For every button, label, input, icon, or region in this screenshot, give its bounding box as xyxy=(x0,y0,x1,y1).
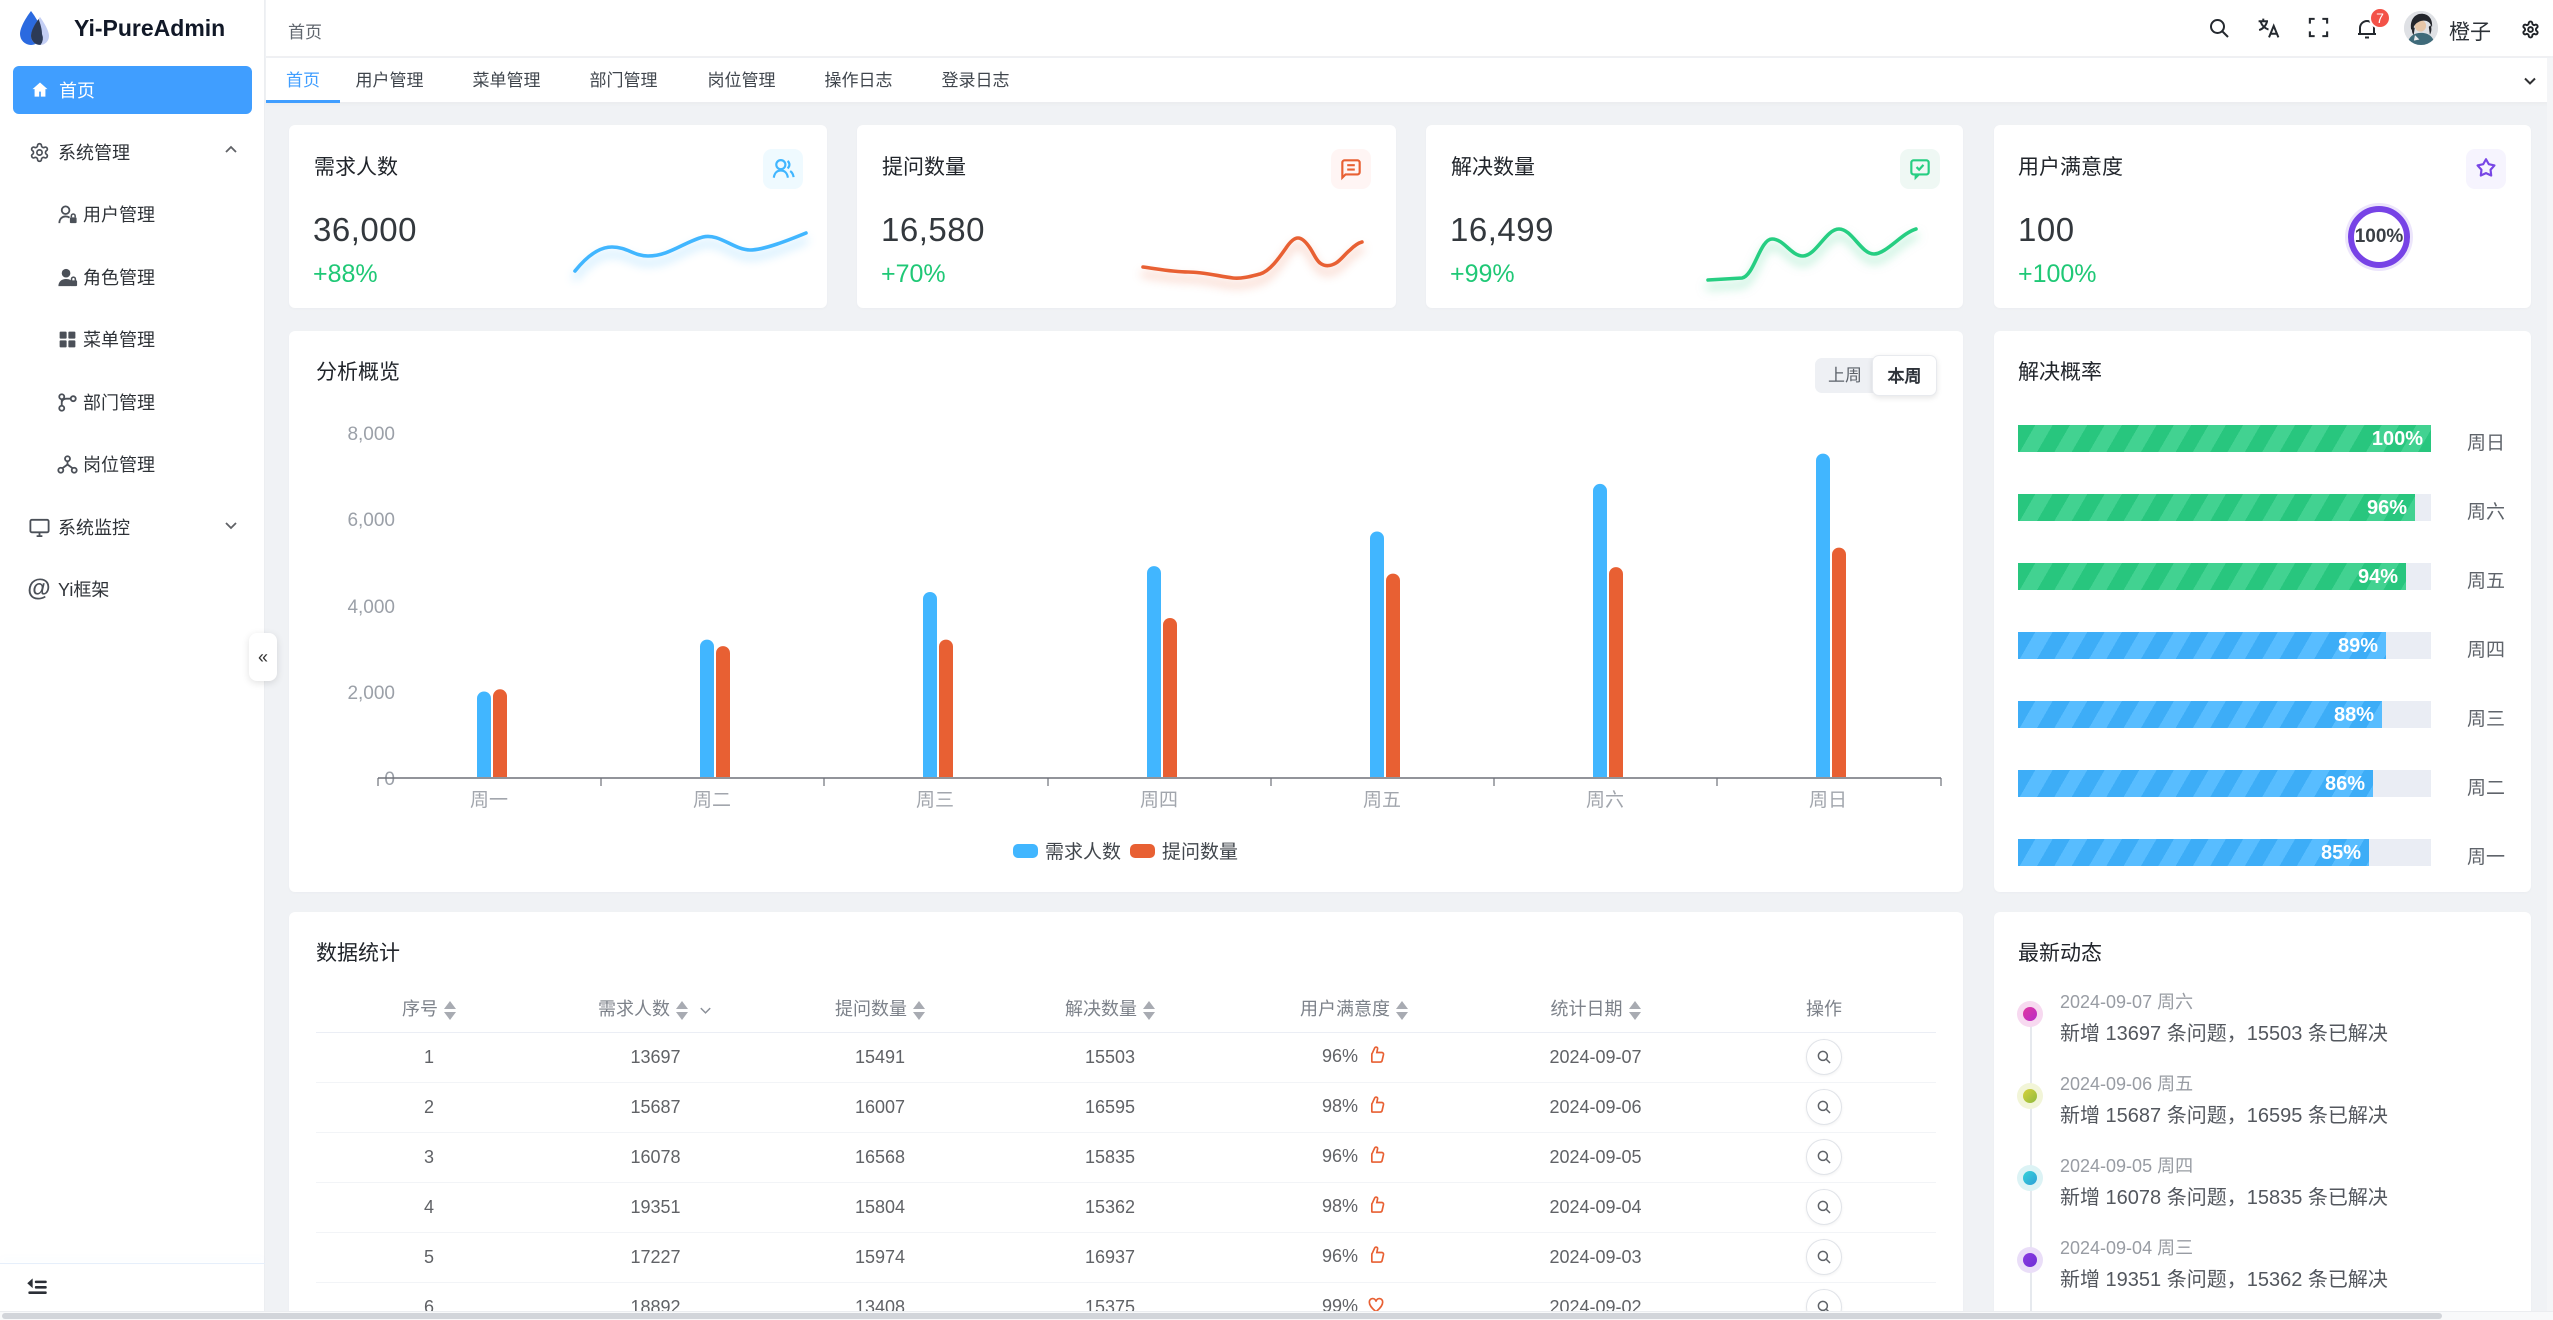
svg-text:周日: 周日 xyxy=(1809,790,1847,811)
svg-text:提问数量: 提问数量 xyxy=(1162,841,1238,863)
svg-text:周五: 周五 xyxy=(1363,790,1401,811)
svg-text:周二: 周二 xyxy=(693,790,731,811)
svg-text:6,000: 6,000 xyxy=(347,510,395,531)
svg-text:周六: 周六 xyxy=(1586,789,1624,811)
svg-text:4,000: 4,000 xyxy=(347,597,395,618)
svg-text:0: 0 xyxy=(384,769,395,790)
svg-text:周四: 周四 xyxy=(1140,790,1178,811)
svg-text:2,000: 2,000 xyxy=(347,683,395,704)
svg-text:8,000: 8,000 xyxy=(347,424,395,445)
svg-text:需求人数: 需求人数 xyxy=(1045,841,1121,863)
svg-text:周三: 周三 xyxy=(916,790,954,811)
svg-text:周一: 周一 xyxy=(470,790,508,811)
